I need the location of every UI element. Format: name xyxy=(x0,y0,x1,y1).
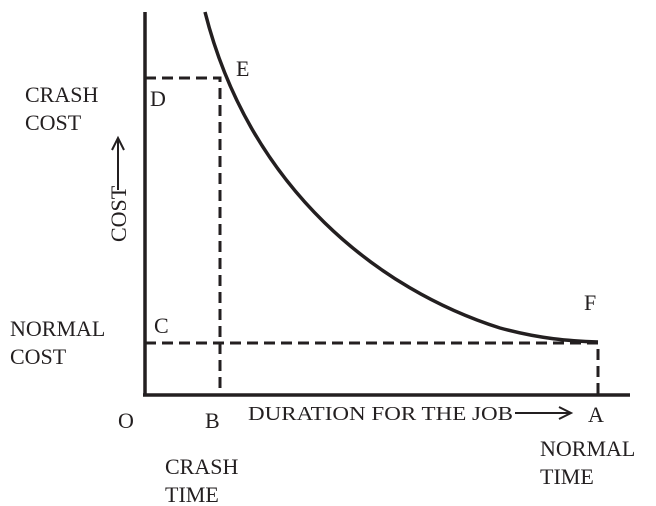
label: TIME xyxy=(540,464,594,489)
x-axis-label: DURATION FOR THE JOB xyxy=(248,403,513,425)
label: CRASH xyxy=(25,82,98,107)
y-arrow xyxy=(111,135,125,190)
point-label: A xyxy=(588,402,604,427)
label: COST xyxy=(25,110,82,135)
cost-curve xyxy=(203,11,599,344)
point-label: B xyxy=(205,408,220,433)
point-label: E xyxy=(236,56,249,81)
label: NORMAL xyxy=(540,436,635,461)
point-label: C xyxy=(154,313,169,338)
point-label: F xyxy=(584,290,596,315)
label: NORMAL xyxy=(10,316,105,341)
x-arrow xyxy=(515,406,574,420)
label: TIME xyxy=(165,482,219,506)
point-label: O xyxy=(118,408,134,433)
point-label: D xyxy=(150,86,166,111)
crash-dashes xyxy=(145,76,222,395)
label: COST xyxy=(10,344,67,369)
y-axis-label: COST xyxy=(106,185,131,242)
label: CRASH xyxy=(165,454,238,479)
normal-dashes xyxy=(145,341,600,395)
